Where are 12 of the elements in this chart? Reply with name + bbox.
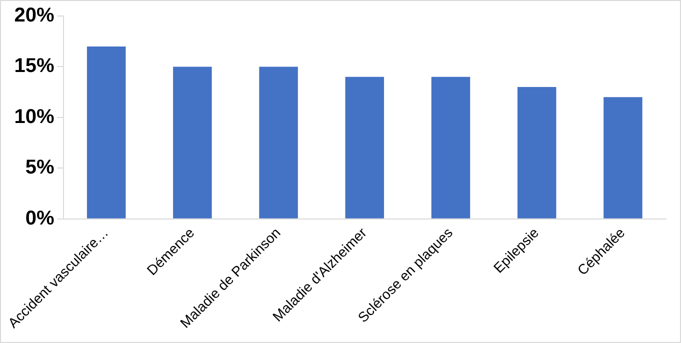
y-tick-label: 10% xyxy=(14,106,54,128)
bar xyxy=(173,66,212,218)
bar xyxy=(345,76,384,218)
bar xyxy=(86,46,126,218)
bar xyxy=(259,66,298,218)
y-tick-label: 0% xyxy=(25,207,54,230)
bar xyxy=(517,87,556,218)
bar xyxy=(604,97,642,218)
y-tick-label: 15% xyxy=(14,55,54,78)
bar xyxy=(431,76,470,218)
y-tick-label: 5% xyxy=(25,156,54,179)
y-tick-label: 20% xyxy=(14,4,54,27)
